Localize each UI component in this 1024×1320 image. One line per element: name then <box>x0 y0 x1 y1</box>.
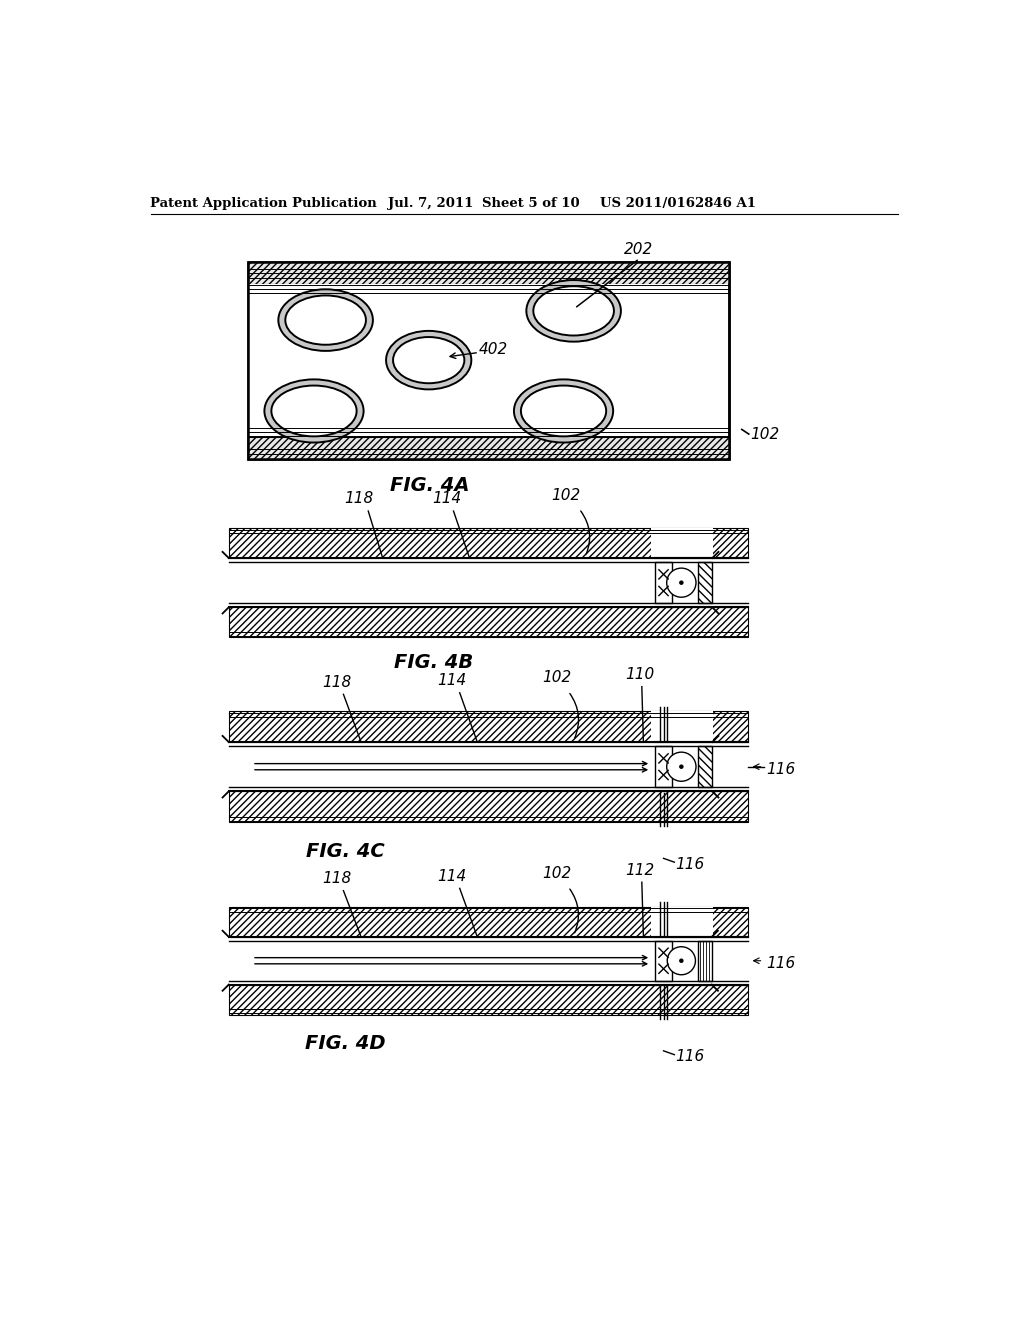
Text: 112: 112 <box>625 862 654 878</box>
Text: 116: 116 <box>675 1049 705 1064</box>
Bar <box>249 284 728 437</box>
Text: 114: 114 <box>433 491 462 507</box>
Bar <box>248 263 729 284</box>
Bar <box>228 607 748 638</box>
Text: Jul. 7, 2011: Jul. 7, 2011 <box>387 197 473 210</box>
Text: 102: 102 <box>542 866 571 880</box>
Ellipse shape <box>286 296 366 345</box>
Text: 118: 118 <box>344 491 374 507</box>
Bar <box>228 941 748 981</box>
Text: FIG. 4C: FIG. 4C <box>306 842 384 861</box>
Bar <box>228 792 748 822</box>
Ellipse shape <box>521 385 606 437</box>
Bar <box>655 562 672 603</box>
Bar <box>228 528 748 558</box>
Text: US 2011/0162846 A1: US 2011/0162846 A1 <box>600 197 757 210</box>
Bar <box>651 711 713 742</box>
Bar <box>228 985 748 1015</box>
Bar <box>697 941 712 981</box>
Text: 202: 202 <box>624 242 653 257</box>
Circle shape <box>680 581 683 585</box>
Bar <box>698 562 713 603</box>
Text: 118: 118 <box>323 675 352 689</box>
Text: 116: 116 <box>766 762 795 776</box>
Text: 116: 116 <box>766 956 795 970</box>
Text: 402: 402 <box>478 342 508 356</box>
Text: 102: 102 <box>751 426 779 442</box>
Text: 116: 116 <box>675 857 705 873</box>
Text: FIG. 4D: FIG. 4D <box>305 1035 385 1053</box>
Ellipse shape <box>279 289 373 351</box>
Ellipse shape <box>514 379 613 442</box>
Bar <box>248 263 729 459</box>
Circle shape <box>680 960 683 962</box>
Text: 114: 114 <box>437 869 467 884</box>
Circle shape <box>667 752 696 781</box>
Text: 102: 102 <box>551 488 581 503</box>
Bar <box>228 562 748 603</box>
Bar <box>228 711 748 742</box>
Bar <box>698 746 713 788</box>
Bar <box>248 437 729 459</box>
Text: 102: 102 <box>542 671 571 685</box>
Bar <box>651 907 713 937</box>
Ellipse shape <box>534 286 614 335</box>
Bar <box>228 746 748 788</box>
Circle shape <box>680 766 683 768</box>
Bar <box>655 746 672 788</box>
Bar <box>651 528 713 558</box>
Text: FIG. 4B: FIG. 4B <box>394 653 474 672</box>
Ellipse shape <box>386 331 471 389</box>
Circle shape <box>668 946 695 974</box>
Bar <box>655 941 672 981</box>
Text: 114: 114 <box>437 673 467 688</box>
Ellipse shape <box>271 385 356 437</box>
Bar <box>228 907 748 937</box>
Bar <box>698 746 713 788</box>
Bar <box>698 562 713 603</box>
Text: Patent Application Publication: Patent Application Publication <box>151 197 377 210</box>
Ellipse shape <box>526 280 621 342</box>
Text: 110: 110 <box>625 667 654 682</box>
Text: 118: 118 <box>323 871 352 886</box>
Text: FIG. 4A: FIG. 4A <box>390 477 470 495</box>
Bar <box>248 263 729 459</box>
Ellipse shape <box>393 337 464 383</box>
Circle shape <box>667 568 696 597</box>
Ellipse shape <box>264 379 364 442</box>
Text: Sheet 5 of 10: Sheet 5 of 10 <box>482 197 580 210</box>
